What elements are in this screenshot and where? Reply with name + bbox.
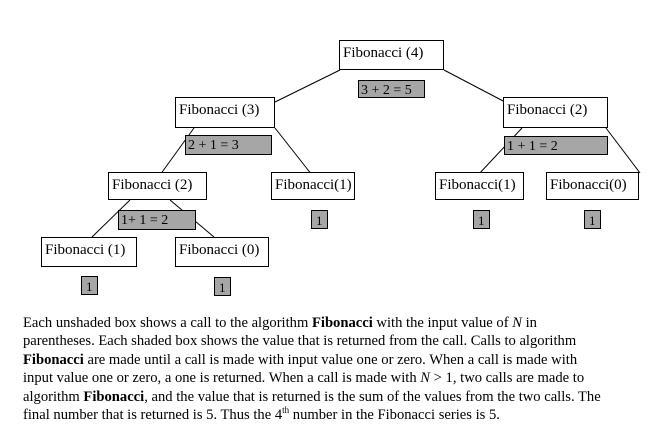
edge-f4-f2 [443,69,506,103]
call-fibonacci-2-right: Fibonacci (2) [503,97,608,128]
figure-caption: Each unshaded box shows a call to the al… [23,315,601,424]
call-fibonacci-2-left: Fibonacci (2) [108,172,207,200]
call-fibonacci-4: Fibonacci (4) [339,40,444,70]
return-fibonacci-3: 2 + 1 = 3 [185,135,272,155]
return-fibonacci-0-right: 1 [584,210,601,229]
return-fibonacci-0-left: 1 [214,277,231,296]
call-fibonacci-0-left: Fibonacci (0) [175,237,269,267]
edge-f2-f1 [477,127,523,176]
call-fibonacci-1-left: Fibonacci (1) [41,237,137,267]
return-fibonacci-4: 3 + 2 = 5 [358,80,425,98]
edge-f3-f1 [274,127,313,176]
call-fibonacci-0-right: Fibonacci(0) [546,172,639,200]
return-fibonacci-1-left: 1 [81,276,98,295]
return-fibonacci-2-right: 1 + 1 = 2 [504,136,608,155]
edge-f4-f3 [274,69,341,103]
edge-f2l-f1 [91,199,131,238]
call-fibonacci-3: Fibonacci (3) [175,97,275,128]
return-fibonacci-1-middle: 1 [311,210,328,229]
call-fibonacci-1-middle: Fibonacci(1) [271,172,355,200]
return-fibonacci-2-left: 1+ 1 = 2 [118,210,196,230]
call-fibonacci-1-right: Fibonacci(1) [435,172,524,200]
return-fibonacci-1-right: 1 [473,210,490,229]
edge-f2-f0 [605,127,641,174]
